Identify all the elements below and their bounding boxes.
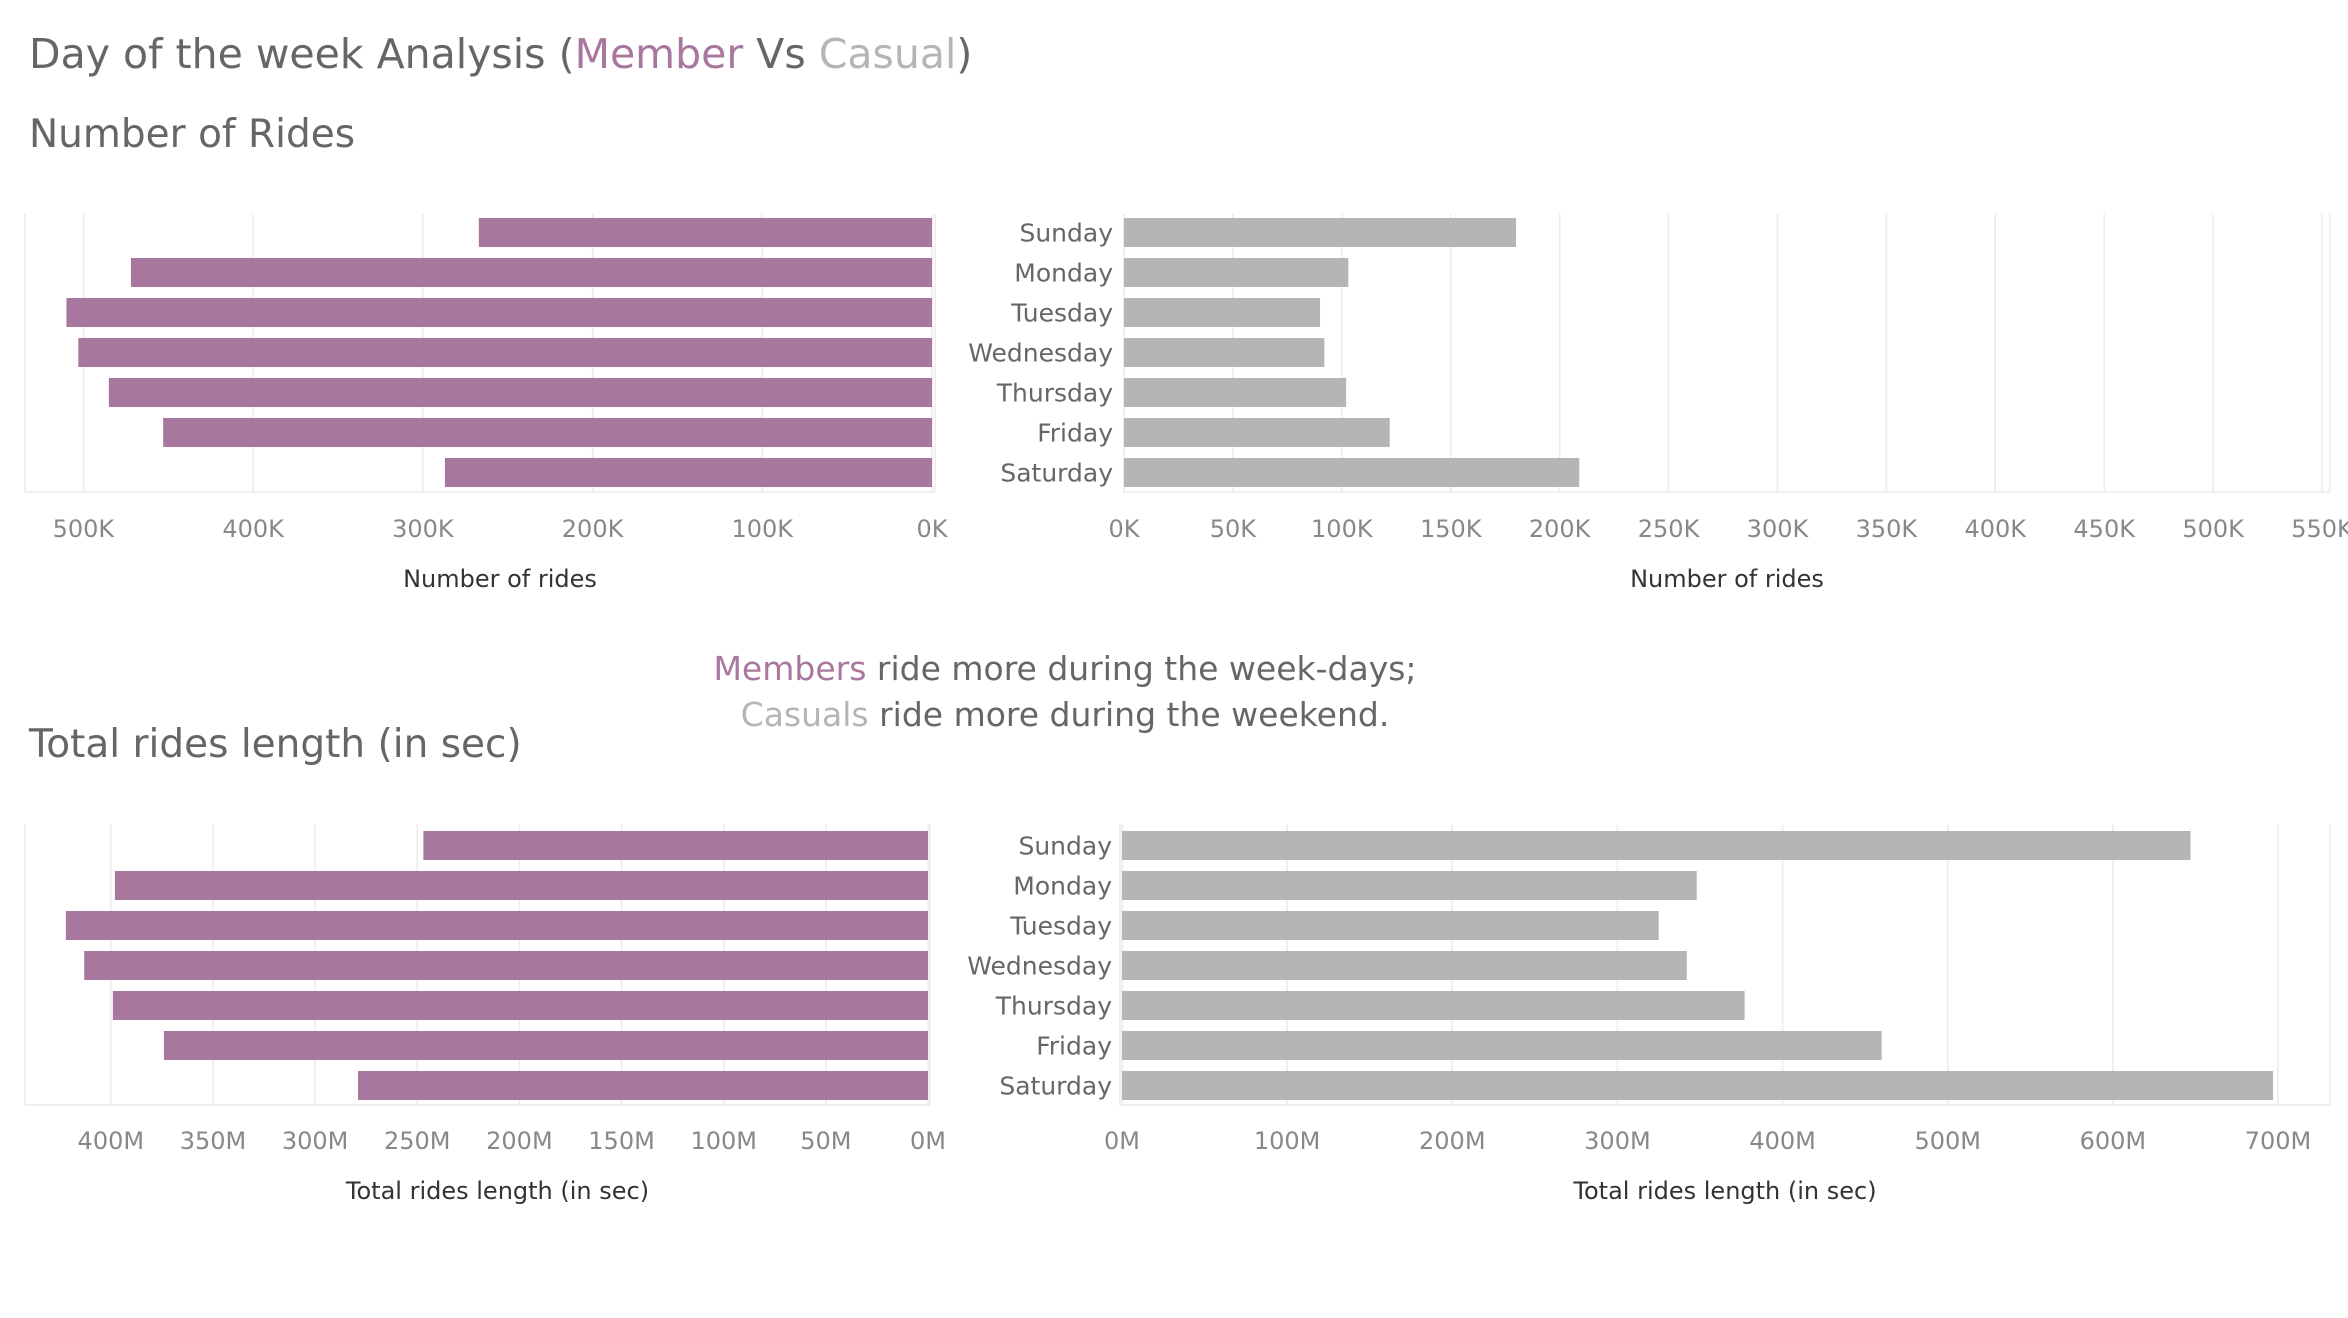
bar xyxy=(1122,1031,1882,1060)
bar xyxy=(478,218,932,247)
bar xyxy=(1124,298,1321,327)
title-vs: Vs xyxy=(743,30,819,78)
bar xyxy=(1122,871,1697,900)
category-label: Monday xyxy=(1014,259,1113,288)
x-axis-title: Total rides length (in sec) xyxy=(1572,1177,1876,1205)
page-title: Day of the week Analysis (Member Vs Casu… xyxy=(29,30,972,78)
tick-label: 300K xyxy=(392,515,455,543)
category-label: Thursday xyxy=(995,992,1112,1021)
tick-label: 200M xyxy=(486,1127,553,1155)
section-title-rides: Number of Rides xyxy=(29,112,356,157)
tick-label: 0K xyxy=(1108,515,1140,543)
bar xyxy=(1122,991,1745,1020)
category-label: Wednesday xyxy=(967,952,1112,981)
annotation-members: Members xyxy=(713,649,867,688)
tick-label: 150M xyxy=(588,1127,655,1155)
tick-label: 400K xyxy=(222,515,285,543)
annotation-line-1-text: ride more during the week-days; xyxy=(866,649,1417,688)
tick-label: 550K xyxy=(2291,515,2348,543)
title-member: Member xyxy=(574,30,744,78)
bar xyxy=(163,418,932,447)
tick-label: 500K xyxy=(53,515,116,543)
x-axis-title: Total rides length (in sec) xyxy=(345,1177,649,1205)
annotation-line-1: Members ride more during the week-days; xyxy=(600,646,1530,692)
tick-label: 150K xyxy=(1420,515,1483,543)
title-prefix: Day of the week Analysis ( xyxy=(29,30,575,78)
x-axis-title: Number of rides xyxy=(403,565,597,593)
bar xyxy=(108,378,933,407)
bar xyxy=(84,951,929,980)
category-label: Wednesday xyxy=(968,339,1113,368)
tick-label: 300M xyxy=(282,1127,349,1155)
annotation-line-2-text: ride more during the weekend. xyxy=(868,695,1390,734)
tick-label: 100M xyxy=(1254,1127,1321,1155)
tick-label: 50K xyxy=(1210,515,1258,543)
tick-label: 350K xyxy=(1856,515,1919,543)
bar xyxy=(1124,378,1347,407)
bar xyxy=(1124,258,1349,287)
tick-label: 100K xyxy=(1311,515,1374,543)
bar xyxy=(65,911,928,940)
x-axis-title: Number of rides xyxy=(1630,565,1824,593)
tick-label: 250K xyxy=(1638,515,1701,543)
bar xyxy=(78,338,932,367)
category-label: Tuesday xyxy=(1010,299,1113,328)
bar xyxy=(444,458,932,487)
tick-label: 450K xyxy=(2073,515,2136,543)
tick-label: 500M xyxy=(1914,1127,1981,1155)
tick-label: 300M xyxy=(1584,1127,1651,1155)
tick-label: 100K xyxy=(732,515,795,543)
category-label: Friday xyxy=(1037,419,1113,448)
tick-label: 0M xyxy=(910,1127,946,1155)
bar xyxy=(358,1071,928,1100)
bar xyxy=(112,991,929,1020)
category-label: Sunday xyxy=(1018,832,1112,861)
bar xyxy=(1122,951,1687,980)
bar xyxy=(130,258,933,287)
tick-label: 200K xyxy=(562,515,625,543)
bar xyxy=(1122,831,2191,860)
section-title-length: Total rides length (in sec) xyxy=(29,722,522,767)
tick-label: 400K xyxy=(1964,515,2027,543)
tick-label: 200M xyxy=(1419,1127,1486,1155)
tick-label: 250M xyxy=(384,1127,451,1155)
tick-label: 600M xyxy=(2080,1127,2147,1155)
annotation-line-2: Casuals ride more during the weekend. xyxy=(600,692,1530,738)
category-label: Saturday xyxy=(1000,459,1113,488)
category-label: Sunday xyxy=(1019,219,1113,248)
tick-label: 100M xyxy=(690,1127,757,1155)
category-label: Friday xyxy=(1036,1032,1112,1061)
bar xyxy=(1124,218,1517,247)
category-label: Monday xyxy=(1013,872,1112,901)
annotation: Members ride more during the week-days; … xyxy=(600,646,1530,738)
bar xyxy=(1124,338,1325,367)
bar xyxy=(1122,911,1659,940)
tick-label: 500K xyxy=(2182,515,2245,543)
bar xyxy=(423,831,928,860)
tick-label: 50M xyxy=(800,1127,851,1155)
annotation-casuals: Casuals xyxy=(740,695,869,734)
bar xyxy=(1124,418,1390,447)
tick-label: 400M xyxy=(78,1127,145,1155)
tick-label: 350M xyxy=(180,1127,247,1155)
bar xyxy=(1122,1071,2274,1100)
category-label: Saturday xyxy=(999,1072,1112,1101)
tick-label: 300K xyxy=(1747,515,1810,543)
bar xyxy=(114,871,928,900)
category-label: Thursday xyxy=(996,379,1113,408)
tick-label: 0M xyxy=(1104,1127,1140,1155)
title-suffix: ) xyxy=(956,30,973,78)
bar xyxy=(1124,458,1580,487)
tick-label: 400M xyxy=(1749,1127,1816,1155)
tick-label: 700M xyxy=(2245,1127,2312,1155)
tick-label: 200K xyxy=(1529,515,1592,543)
title-casual: Casual xyxy=(818,30,957,78)
category-label: Tuesday xyxy=(1009,912,1112,941)
bar xyxy=(66,298,932,327)
bar xyxy=(163,1031,928,1060)
tick-label: 0K xyxy=(916,515,948,543)
